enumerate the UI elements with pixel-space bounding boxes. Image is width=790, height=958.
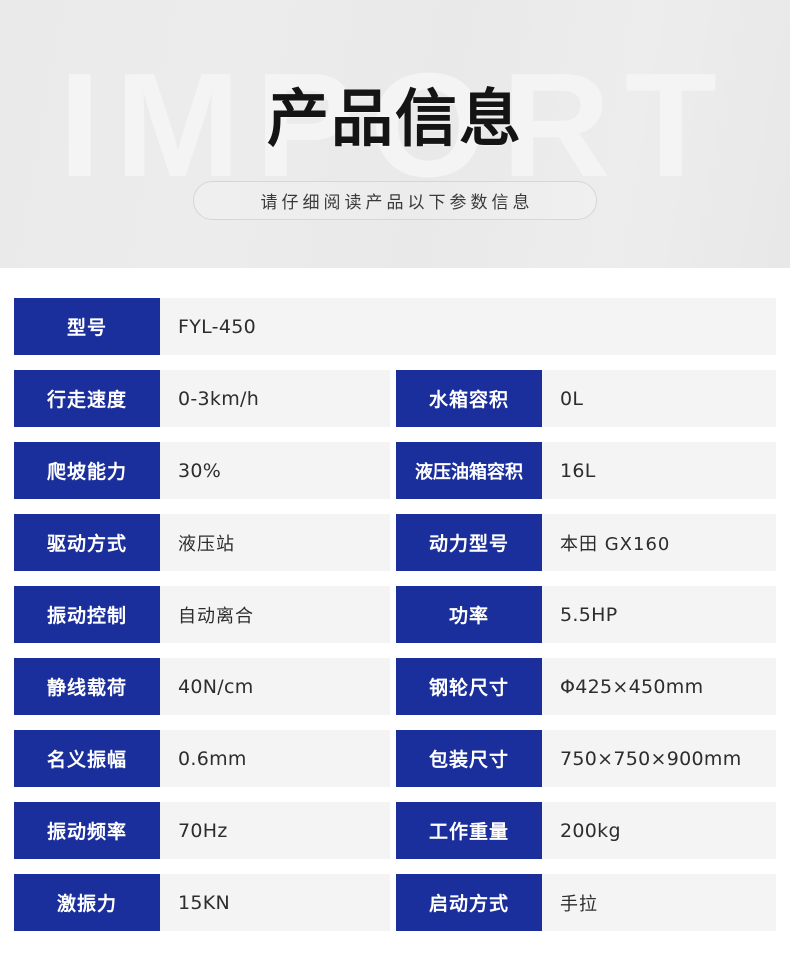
spec-table: 型号 FYL-450 行走速度 0-3km/h 水箱容积 0L 爬坡能力 30% 液压油箱容积 1… (14, 298, 776, 931)
spec-label: 振动控制 (14, 586, 160, 643)
spec-pair-right: 液压油箱容积 16L (396, 442, 776, 499)
spec-pair-left: 激振力 15KN (14, 874, 390, 931)
spec-label: 工作重量 (396, 802, 542, 859)
spec-pair-right: 包装尺寸 750×750×900mm (396, 730, 776, 787)
table-row: 振动频率 70Hz 工作重量 200kg (14, 802, 776, 859)
spec-label: 振动频率 (14, 802, 160, 859)
spec-value: 液压站 (160, 514, 390, 571)
spec-value: 16L (542, 442, 776, 499)
table-row: 激振力 15KN 启动方式 手拉 (14, 874, 776, 931)
spec-label: 水箱容积 (396, 370, 542, 427)
spec-label: 钢轮尺寸 (396, 658, 542, 715)
spec-label: 激振力 (14, 874, 160, 931)
spec-pair-right: 钢轮尺寸 Φ425×450mm (396, 658, 776, 715)
spec-value: 15KN (160, 874, 390, 931)
spec-value: 40N/cm (160, 658, 390, 715)
spec-pair-left: 静线载荷 40N/cm (14, 658, 390, 715)
spec-pair-left: 振动频率 70Hz (14, 802, 390, 859)
table-row: 振动控制 自动离合 功率 5.5HP (14, 586, 776, 643)
table-row: 型号 FYL-450 (14, 298, 776, 355)
table-row: 名义振幅 0.6mm 包装尺寸 750×750×900mm (14, 730, 776, 787)
spec-value: 手拉 (542, 874, 776, 931)
spec-value: 0.6mm (160, 730, 390, 787)
spec-value: 0-3km/h (160, 370, 390, 427)
spec-label: 名义振幅 (14, 730, 160, 787)
spec-pair-left: 爬坡能力 30% (14, 442, 390, 499)
spec-pair-left: 行走速度 0-3km/h (14, 370, 390, 427)
spec-value: FYL-450 (160, 298, 776, 355)
spec-label: 静线载荷 (14, 658, 160, 715)
spec-pair-right: 工作重量 200kg (396, 802, 776, 859)
spec-label: 功率 (396, 586, 542, 643)
table-row: 行走速度 0-3km/h 水箱容积 0L (14, 370, 776, 427)
spec-pair-right: 动力型号 本田 GX160 (396, 514, 776, 571)
table-row: 爬坡能力 30% 液压油箱容积 16L (14, 442, 776, 499)
spec-value: 750×750×900mm (542, 730, 776, 787)
spec-pair-left: 驱动方式 液压站 (14, 514, 390, 571)
table-row: 驱动方式 液压站 动力型号 本田 GX160 (14, 514, 776, 571)
spec-value: 自动离合 (160, 586, 390, 643)
spec-label: 启动方式 (396, 874, 542, 931)
subtitle-text: 请仔细阅读产品以下参数信息 (260, 193, 534, 213)
spec-pair-right: 功率 5.5HP (396, 586, 776, 643)
page-header: IMPORT 产品信息 请仔细阅读产品以下参数信息 (0, 0, 790, 268)
spec-pair-left: 振动控制 自动离合 (14, 586, 390, 643)
spec-value: 70Hz (160, 802, 390, 859)
page-title: 产品信息 (266, 82, 523, 155)
spec-value: 5.5HP (542, 586, 776, 643)
spec-value: 0L (542, 370, 776, 427)
spec-pair-right: 启动方式 手拉 (396, 874, 776, 931)
spec-value: 本田 GX160 (542, 514, 776, 571)
spec-label: 爬坡能力 (14, 442, 160, 499)
spec-label: 液压油箱容积 (396, 442, 542, 499)
spec-label: 驱动方式 (14, 514, 160, 571)
spec-pair-right: 水箱容积 0L (396, 370, 776, 427)
spec-value: Φ425×450mm (542, 658, 776, 715)
spec-pair-left: 名义振幅 0.6mm (14, 730, 390, 787)
spec-label: 动力型号 (396, 514, 542, 571)
spec-label: 行走速度 (14, 370, 160, 427)
import-watermark-text: IMPORT (58, 43, 732, 208)
spec-pair-left: 型号 FYL-450 (14, 298, 776, 355)
table-row: 静线载荷 40N/cm 钢轮尺寸 Φ425×450mm (14, 658, 776, 715)
subtitle-pill: 请仔细阅读产品以下参数信息 (193, 181, 597, 220)
spec-value: 30% (160, 442, 390, 499)
spec-label: 型号 (14, 298, 160, 355)
spec-label: 包装尺寸 (396, 730, 542, 787)
spec-value: 200kg (542, 802, 776, 859)
